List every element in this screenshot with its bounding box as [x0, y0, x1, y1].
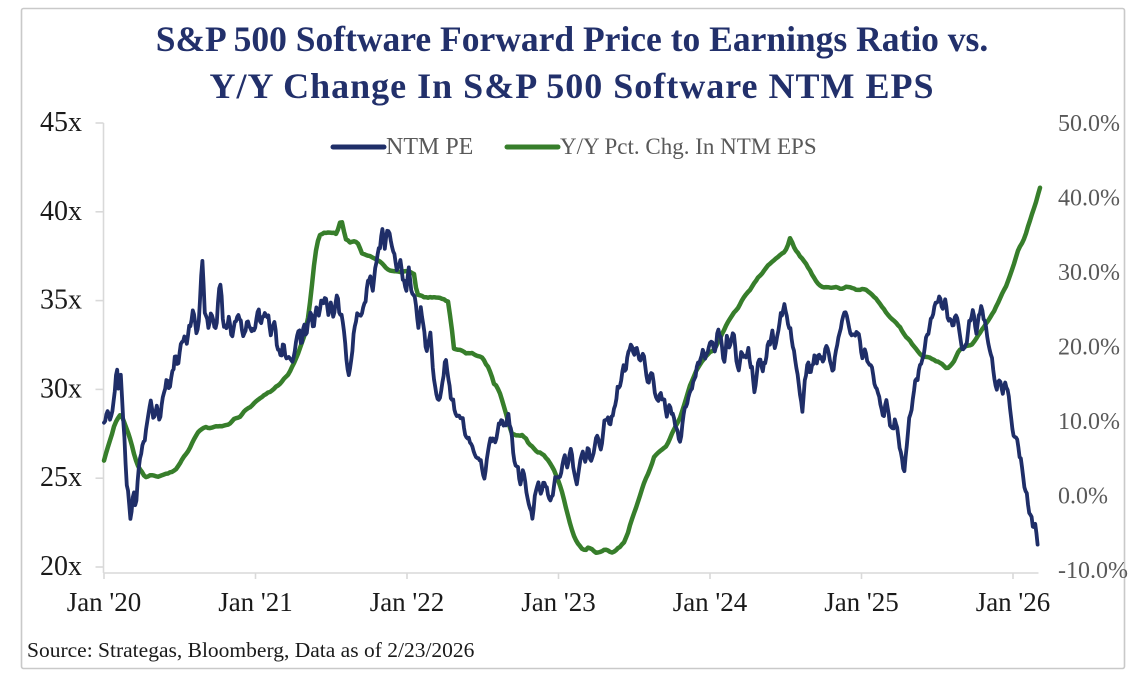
- svg-text:Jan '20: Jan '20: [67, 587, 142, 617]
- svg-text:Jan '24: Jan '24: [673, 587, 748, 617]
- svg-text:0.0%: 0.0%: [1058, 484, 1108, 510]
- svg-text:20.0%: 20.0%: [1058, 335, 1120, 361]
- svg-text:40x: 40x: [40, 196, 82, 227]
- svg-text:25x: 25x: [40, 462, 82, 493]
- svg-text:Jan '22: Jan '22: [370, 587, 445, 617]
- svg-text:10.0%: 10.0%: [1058, 409, 1120, 435]
- svg-text:20x: 20x: [40, 551, 82, 582]
- svg-text:35x: 35x: [40, 285, 82, 316]
- svg-text:Jan '21: Jan '21: [218, 587, 293, 617]
- svg-text:NTM PE: NTM PE: [386, 134, 473, 160]
- svg-text:Y/Y Change In S&P 500 Software: Y/Y Change In S&P 500 Software NTM EPS: [209, 66, 934, 106]
- svg-text:Jan '25: Jan '25: [824, 587, 899, 617]
- svg-text:Jan '26: Jan '26: [976, 587, 1051, 617]
- svg-text:30x: 30x: [40, 373, 82, 404]
- svg-text:Y/Y Pct. Chg. In NTM EPS: Y/Y Pct. Chg. In NTM EPS: [560, 134, 817, 159]
- svg-text:Source: Strategas, Bloomberg,: Source: Strategas, Bloomberg, Data as of…: [27, 638, 475, 662]
- svg-text:-10.0%: -10.0%: [1058, 558, 1128, 584]
- svg-text:30.0%: 30.0%: [1058, 260, 1120, 286]
- svg-text:50.0%: 50.0%: [1058, 111, 1120, 137]
- svg-text:S&P 500 Software Forward Price: S&P 500 Software Forward Price to Earnin…: [156, 19, 989, 59]
- svg-text:45x: 45x: [40, 107, 82, 138]
- svg-text:40.0%: 40.0%: [1058, 186, 1120, 212]
- svg-text:Jan '23: Jan '23: [521, 587, 596, 617]
